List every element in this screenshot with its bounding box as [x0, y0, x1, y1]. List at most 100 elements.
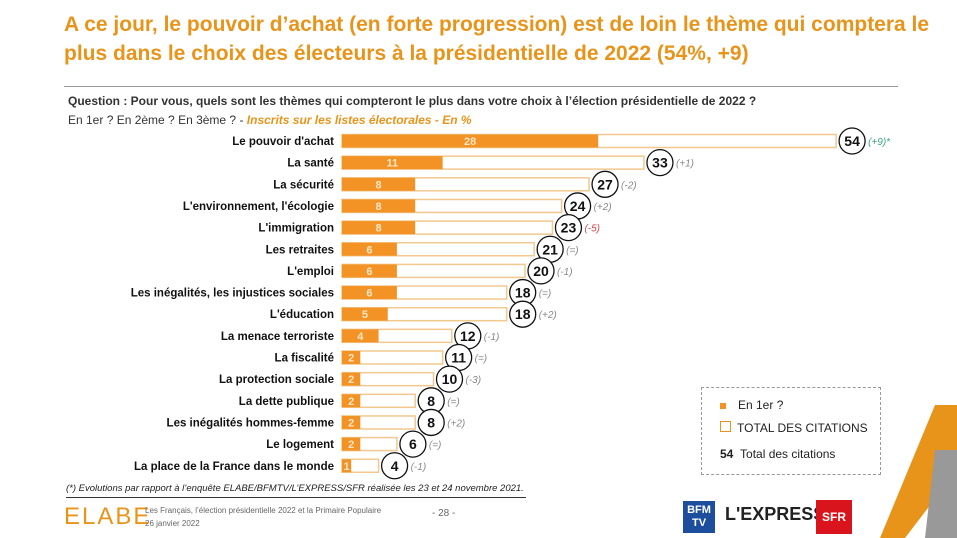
total-circle — [380, 452, 409, 480]
sfr-logo: SFR — [816, 500, 852, 534]
first-bar — [342, 177, 416, 191]
total-circle — [399, 430, 427, 458]
total-value-label: 33 — [652, 155, 668, 171]
category-label: Le logement — [266, 439, 334, 451]
first-value-label: 28 — [464, 136, 476, 148]
first-value-label: 2 — [348, 396, 354, 408]
evolution-label: (-1) — [557, 267, 573, 278]
subtitle-text: En 1er ? En 2ème ? En 3ème ? - — [68, 113, 247, 127]
first-value-label: 2 — [348, 374, 354, 386]
total-value-label: 6 — [409, 436, 417, 452]
category-label: La fiscalité — [275, 353, 334, 365]
first-value-label: 8 — [376, 179, 382, 191]
first-bar — [342, 459, 352, 473]
first-value-label: 4 — [357, 331, 364, 343]
category-label: La sécurité — [273, 179, 334, 191]
first-value-label: 6 — [366, 244, 372, 256]
total-value-label: 18 — [515, 306, 531, 322]
first-bar — [342, 221, 416, 235]
first-bar — [342, 329, 379, 343]
first-value-label: 8 — [376, 201, 382, 213]
evolution-label: (-2) — [621, 180, 637, 191]
total-value-label: 8 — [427, 393, 435, 409]
first-bar — [342, 351, 361, 364]
total-value-label: 21 — [542, 241, 558, 257]
category-label: L'éducation — [270, 309, 334, 321]
evolution-label: (-3) — [466, 375, 482, 386]
page-number: - 28 - — [432, 508, 456, 519]
category-label: La santé — [287, 158, 334, 170]
first-value-label: 6 — [366, 288, 372, 300]
category-label: Les retraites — [266, 244, 334, 256]
legend-first-label: En 1er ? — [738, 398, 784, 412]
population-label: Inscrits sur les listes électorales - En… — [246, 113, 472, 127]
first-value-label: 2 — [348, 439, 354, 451]
category-label: L'emploi — [287, 266, 334, 278]
evolution-label: (-1) — [411, 462, 427, 473]
legend: En 1er ? TOTAL DES CITATIONS 54 Total de… — [701, 387, 881, 475]
study-info: Les Français, l’élection présidentielle … — [145, 504, 381, 530]
page-title: A ce jour, le pouvoir d’achat (en forte … — [64, 13, 930, 65]
legend-circle: 54 Total des citations — [720, 447, 835, 461]
question-text: Question : Pour vous, quels sont les thè… — [68, 94, 757, 108]
first-value-label: 2 — [348, 417, 354, 429]
category-label: La place de la France dans le monde — [134, 461, 334, 473]
first-bar — [342, 415, 361, 429]
first-bar — [342, 134, 599, 148]
total-value-label: 10 — [442, 371, 458, 387]
total-value-label: 54 — [844, 133, 860, 149]
evolution-label: (-5) — [584, 224, 600, 235]
total-circle — [435, 365, 464, 393]
category-label: La protection sociale — [219, 374, 334, 386]
total-circle — [417, 408, 445, 437]
first-bar — [342, 437, 361, 451]
evolution-label: (+2) — [447, 418, 465, 429]
evolution-label: (-1) — [484, 332, 500, 343]
legend-swatch-first — [720, 403, 726, 409]
first-bar — [342, 286, 397, 300]
first-bar — [342, 372, 361, 386]
legend-circle-value: 54 — [720, 447, 734, 461]
category-label: Les inégalités, les injustices sociales — [131, 288, 334, 300]
evolution-label: (+2) — [539, 310, 557, 321]
evolution-label: (=) — [566, 245, 579, 256]
first-value-label: 8 — [376, 223, 382, 235]
category-label: Le pouvoir d'achat — [232, 136, 334, 148]
footnote: (*) Evolutions par rapport à l’enquête E… — [66, 483, 526, 498]
study-title: Les Français, l’élection présidentielle … — [145, 506, 382, 515]
category-label: L'environnement, l'écologie — [183, 201, 334, 213]
first-value-label: 5 — [362, 309, 368, 321]
total-circle — [509, 300, 537, 328]
evolution-label: (+1) — [676, 159, 694, 170]
category-label: L'immigration — [258, 223, 334, 235]
first-value-label: 1 — [344, 461, 350, 473]
total-value-label: 12 — [460, 328, 476, 344]
category-label: La menace terroriste — [221, 331, 334, 343]
lexpress-logo: L'EXPRESS — [725, 504, 826, 524]
study-date: 26 janvier 2022 — [145, 519, 200, 528]
legend-circle-label: Total des citations — [740, 447, 836, 461]
subtitle: En 1er ? En 2ème ? En 3ème ? - Inscrits … — [68, 113, 472, 127]
first-value-label: 2 — [348, 353, 354, 365]
first-bar — [342, 307, 388, 321]
total-value-label: 23 — [561, 220, 577, 236]
first-bar — [342, 199, 416, 213]
category-label: Les inégalités hommes-femme — [167, 417, 334, 429]
total-circle — [591, 170, 619, 198]
evolution-label: (=) — [447, 397, 460, 408]
bfmtv-logo: BFM TV — [683, 501, 715, 533]
elabe-logo: ELABE — [64, 503, 152, 530]
first-value-label: 6 — [366, 266, 372, 278]
evolution-label: (+9)* — [868, 137, 891, 148]
first-bar — [342, 156, 443, 170]
total-value-label: 4 — [391, 458, 399, 474]
total-value-label: 20 — [533, 263, 549, 279]
total-value-label: 27 — [597, 176, 613, 192]
evolution-label: (=) — [429, 440, 442, 451]
evolution-label: (=) — [539, 289, 552, 300]
category-label: La dette publique — [239, 396, 334, 408]
legend-total: TOTAL DES CITATIONS — [720, 421, 868, 435]
total-circle — [527, 257, 555, 285]
total-value-label: 8 — [427, 414, 435, 430]
